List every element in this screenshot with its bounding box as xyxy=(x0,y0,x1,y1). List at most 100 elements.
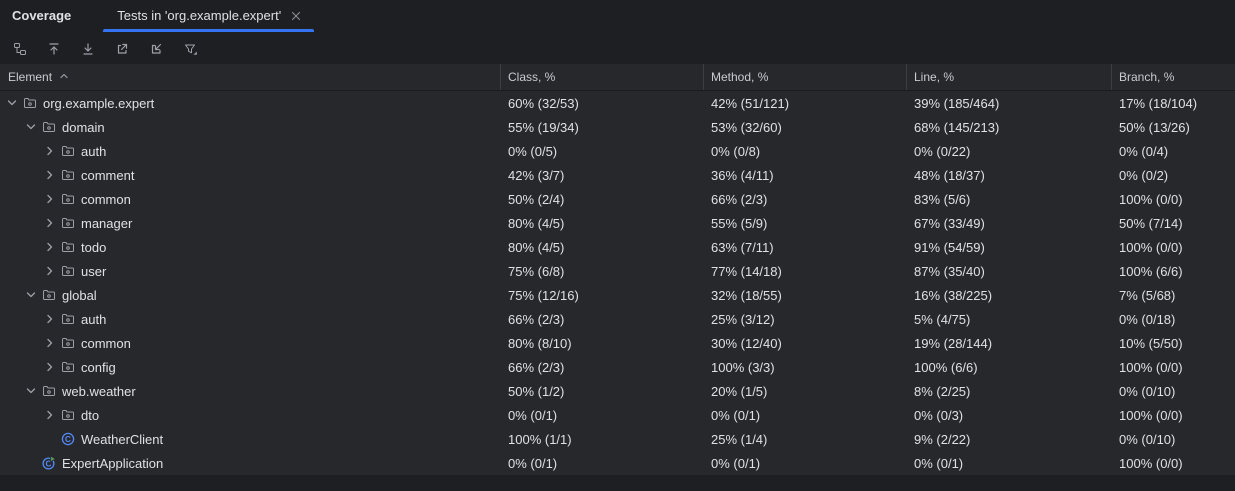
column-header-element[interactable]: Element xyxy=(0,64,500,90)
table-row[interactable]: auth 66% (2/3) 25% (3/12) 5% (4/75) 0% (0/18… xyxy=(0,307,1235,331)
element-cell: web.weather xyxy=(0,379,500,403)
line-coverage-value: 83% (5/6) xyxy=(914,191,971,207)
line-coverage-value: 91% (54/59) xyxy=(914,239,985,255)
branch-coverage-value: 100% (0/0) xyxy=(1119,359,1183,375)
package-icon xyxy=(60,311,76,327)
column-header-label: Method, % xyxy=(711,70,769,84)
element-label: todo xyxy=(81,239,107,255)
tab-tests-in-org-example-expert[interactable]: Tests in 'org.example.expert' xyxy=(103,0,315,33)
table-row[interactable]: C WeatherClient 100% (1/1) 25% (1/4) 9% (2/2… xyxy=(0,427,1235,451)
element-label: WeatherClient xyxy=(81,431,164,447)
navigate-next-button[interactable] xyxy=(76,37,100,61)
tool-window-tab-bar: Coverage Tests in 'org.example.expert' xyxy=(0,0,1235,33)
table-row[interactable]: global 75% (12/16) 32% (18/55) 16% (38/225)… xyxy=(0,283,1235,307)
table-row[interactable]: domain 55% (19/34) 53% (32/60) 68% (145/213… xyxy=(0,115,1235,139)
table-row[interactable]: dto 0% (0/1) 0% (0/1) 0% (0/3) 100% (0/0) xyxy=(0,403,1235,427)
package-icon xyxy=(41,287,57,303)
method-coverage-value: 63% (7/11) xyxy=(711,239,774,255)
element-label: config xyxy=(81,359,116,375)
chevron-right-icon[interactable] xyxy=(42,215,58,231)
element-label: comment xyxy=(81,167,135,183)
method-coverage-value: 0% (0/1) xyxy=(711,407,761,423)
class-coverage-value: 60% (32/53) xyxy=(508,95,579,111)
table-row[interactable]: todo 80% (4/5) 63% (7/11) 91% (54/59) 100% (… xyxy=(0,235,1235,259)
close-icon[interactable] xyxy=(290,9,302,22)
filter-button[interactable] xyxy=(178,37,202,61)
branch-coverage-value: 50% (7/14) xyxy=(1119,215,1183,231)
export-button[interactable] xyxy=(110,37,134,61)
chevron-down-icon[interactable] xyxy=(23,287,39,303)
navigate-previous-button[interactable] xyxy=(42,37,66,61)
table-row[interactable]: web.weather 50% (1/2) 20% (1/5) 8% (2/25) 0%… xyxy=(0,379,1235,403)
class-coverage-value: 100% (1/1) xyxy=(508,431,572,447)
element-label: common xyxy=(81,191,131,207)
element-cell: C WeatherClient xyxy=(0,427,500,451)
column-header-method[interactable]: Method, % xyxy=(703,64,906,90)
tree-structure-icon xyxy=(12,41,28,57)
class-coverage-value: 66% (2/3) xyxy=(508,359,565,375)
package-icon xyxy=(41,383,57,399)
class-coverage-value: 55% (19/34) xyxy=(508,119,579,135)
branch-coverage-value: 100% (0/0) xyxy=(1119,455,1183,471)
column-header-class[interactable]: Class, % xyxy=(500,64,703,90)
chevron-right-icon[interactable] xyxy=(42,143,58,159)
chevron-right-icon[interactable] xyxy=(42,335,58,351)
table-row[interactable]: manager 80% (4/5) 55% (5/9) 67% (33/49) 50% … xyxy=(0,211,1235,235)
element-cell: config xyxy=(0,355,500,379)
method-coverage-value: 55% (5/9) xyxy=(711,215,768,231)
class-coverage-value: 42% (3/7) xyxy=(508,167,565,183)
chevron-right-icon[interactable] xyxy=(42,311,58,327)
line-coverage-value: 100% (6/6) xyxy=(914,359,978,375)
element-cell: manager xyxy=(0,211,500,235)
table-row[interactable]: auth 0% (0/5) 0% (0/8) 0% (0/22) 0% (0/4) xyxy=(0,139,1235,163)
line-coverage-value: 87% (35/40) xyxy=(914,263,985,279)
method-coverage-value: 53% (32/60) xyxy=(711,119,782,135)
chevron-down-icon[interactable] xyxy=(23,383,39,399)
element-cell: org.example.expert xyxy=(0,91,500,115)
active-tab-indicator xyxy=(103,29,315,32)
column-header-branch[interactable]: Branch, % xyxy=(1111,64,1235,90)
class-coverage-value: 0% (0/5) xyxy=(508,143,558,159)
branch-coverage-value: 10% (5/50) xyxy=(1119,335,1183,351)
view-options-button[interactable] xyxy=(8,37,32,61)
branch-coverage-value: 0% (0/4) xyxy=(1119,143,1169,159)
class-coverage-value: 50% (1/2) xyxy=(508,383,565,399)
method-coverage-value: 42% (51/121) xyxy=(711,95,790,111)
table-row[interactable]: common 80% (8/10) 30% (12/40) 19% (28/144) 1… xyxy=(0,331,1235,355)
table-row[interactable]: comment 42% (3/7) 36% (4/11) 48% (18/37) 0% … xyxy=(0,163,1235,187)
table-row[interactable]: org.example.expert 60% (32/53) 42% (51/121… xyxy=(0,91,1235,115)
table-row[interactable]: user 75% (6/8) 77% (14/18) 87% (35/40) 100% … xyxy=(0,259,1235,283)
arrow-in-icon xyxy=(148,41,164,57)
line-coverage-value: 5% (4/75) xyxy=(914,311,971,327)
table-row[interactable]: C ExpertApplication 0% (0/1) 0% (0/1) 0% (0/… xyxy=(0,451,1235,475)
method-coverage-value: 100% (3/3) xyxy=(711,359,775,375)
column-header-line[interactable]: Line, % xyxy=(906,64,1111,90)
element-cell: auth xyxy=(0,139,500,163)
chevron-right-icon[interactable] xyxy=(42,263,58,279)
method-coverage-value: 32% (18/55) xyxy=(711,287,782,303)
table-row[interactable]: config 66% (2/3) 100% (3/3) 100% (6/6) 100% … xyxy=(0,355,1235,379)
chevron-right-icon[interactable] xyxy=(42,191,58,207)
class-coverage-value: 50% (2/4) xyxy=(508,191,565,207)
chevron-down-icon[interactable] xyxy=(23,119,39,135)
class-coverage-value: 75% (6/8) xyxy=(508,263,565,279)
method-coverage-value: 25% (1/4) xyxy=(711,431,768,447)
chevron-right-icon[interactable] xyxy=(42,167,58,183)
method-coverage-value: 77% (14/18) xyxy=(711,263,782,279)
chevron-right-icon[interactable] xyxy=(42,407,58,423)
package-icon xyxy=(60,359,76,375)
element-label: ExpertApplication xyxy=(62,455,164,471)
table-row[interactable]: common 50% (2/4) 66% (2/3) 83% (5/6) 100% (0… xyxy=(0,187,1235,211)
chevron-right-icon[interactable] xyxy=(42,239,58,255)
twisty-spacer xyxy=(42,431,58,447)
import-button[interactable] xyxy=(144,37,168,61)
branch-coverage-value: 100% (0/0) xyxy=(1119,239,1183,255)
method-coverage-value: 20% (1/5) xyxy=(711,383,768,399)
column-header-label: Class, % xyxy=(508,70,556,84)
package-icon xyxy=(60,143,76,159)
chevron-right-icon[interactable] xyxy=(42,359,58,375)
arrow-down-icon xyxy=(80,41,96,57)
package-icon xyxy=(60,191,76,207)
panel-title: Coverage xyxy=(12,8,72,23)
chevron-down-icon[interactable] xyxy=(4,95,20,111)
